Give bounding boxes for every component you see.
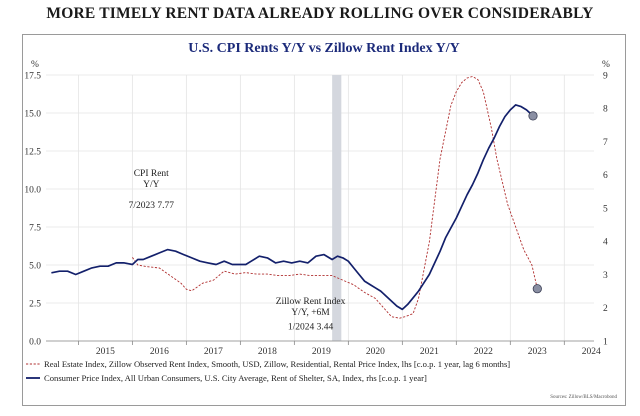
left-tick-label: 7.5 bbox=[29, 223, 41, 233]
legend-label: Consumer Price Index, All Urban Consumer… bbox=[44, 373, 427, 383]
x-tick-label: 2015 bbox=[96, 347, 115, 357]
legend: Real Estate Index, Zillow Observed Rent … bbox=[26, 359, 510, 383]
chart-title: U.S. CPI Rents Y/Y vs Zillow Rent Index … bbox=[188, 41, 460, 56]
annotation-line: Y/Y bbox=[143, 180, 160, 190]
right-unit: % bbox=[602, 60, 610, 70]
right-tick-label: 2 bbox=[603, 304, 608, 314]
right-tick-label: 7 bbox=[603, 138, 608, 148]
annotation-line: 1/2024 3.44 bbox=[288, 323, 334, 333]
right-tick-label: 6 bbox=[603, 171, 608, 181]
annotation: 7/2023 7.77 bbox=[129, 201, 175, 211]
left-tick-label: 5.0 bbox=[29, 261, 41, 271]
annotation-line: Zillow Rent Index bbox=[276, 297, 346, 307]
annotation: 1/2024 3.44 bbox=[288, 323, 334, 333]
x-tick-label: 2018 bbox=[258, 347, 277, 357]
right-tick-label: 9 bbox=[603, 71, 608, 81]
left-tick-label: 12.5 bbox=[24, 147, 41, 157]
right-tick-label: 3 bbox=[603, 271, 608, 281]
right-tick-label: 4 bbox=[603, 238, 608, 248]
left-tick-label: 2.5 bbox=[29, 299, 41, 309]
x-tick-label: 2017 bbox=[204, 347, 223, 357]
left-tick-label: 17.5 bbox=[24, 71, 41, 81]
x-tick-label: 2023 bbox=[528, 347, 547, 357]
annotation: CPI Rent Y/Y bbox=[134, 169, 169, 190]
annotation: Zillow Rent Index Y/Y, +6M bbox=[276, 297, 346, 318]
x-tick-label: 2020 bbox=[366, 347, 385, 357]
left-tick-label: 10.0 bbox=[24, 185, 41, 195]
left-tick-label: 15.0 bbox=[24, 109, 41, 119]
cpi-rent-line bbox=[51, 104, 534, 311]
left-unit: % bbox=[31, 60, 39, 70]
headline: MORE TIMELY RENT DATA ALREADY ROLLING OV… bbox=[46, 5, 594, 22]
zillow-rent-line bbox=[132, 76, 538, 319]
x-tick-label: 2022 bbox=[474, 347, 493, 357]
source-note: Sources: Zillow/BLS/Macrobond bbox=[550, 395, 617, 400]
cpi-end-marker bbox=[528, 111, 538, 121]
right-tick-label: 1 bbox=[603, 337, 608, 347]
zillow-end-marker bbox=[532, 284, 542, 294]
ticks: 0.0 2.5 5.0 7.5 10.0 12.5 15.0 17.5 1 2 3 4 5 6 7 8 9% % 2… bbox=[24, 60, 610, 357]
annotation-line: CPI Rent bbox=[134, 169, 169, 179]
series-lines bbox=[51, 76, 538, 319]
end-markers bbox=[528, 111, 542, 294]
legend-label: Real Estate Index, Zillow Observed Rent … bbox=[44, 359, 510, 369]
right-tick-label: 8 bbox=[603, 105, 608, 115]
x-tick-label: 2016 bbox=[150, 347, 169, 357]
annotation-line: Y/Y, +6M bbox=[291, 308, 330, 318]
annotation-line: 7/2023 7.77 bbox=[129, 201, 175, 211]
right-tick-label: 5 bbox=[603, 204, 608, 214]
x-tick-label: 2019 bbox=[312, 347, 331, 357]
chart-frame bbox=[22, 34, 626, 406]
x-tick-label: 2024 bbox=[582, 347, 601, 357]
left-tick-label: 0.0 bbox=[29, 337, 41, 347]
x-tick-label: 2021 bbox=[420, 347, 439, 357]
shaded-period bbox=[332, 75, 342, 341]
